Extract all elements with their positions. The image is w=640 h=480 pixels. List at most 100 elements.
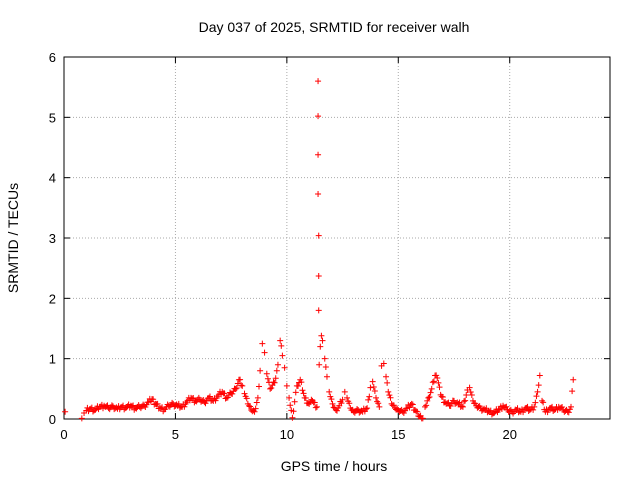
data-point [461, 398, 468, 405]
data-point [274, 361, 281, 368]
data-point [373, 394, 379, 401]
data-point [447, 402, 454, 409]
data-point [371, 388, 378, 395]
data-point [181, 403, 188, 410]
data-point [292, 389, 299, 396]
y-tick-label: 3 [49, 231, 56, 246]
data-point [463, 391, 470, 398]
data-point [338, 400, 345, 407]
data-point [290, 408, 297, 415]
data-point [414, 408, 421, 415]
data-point [532, 399, 539, 406]
data-point [531, 403, 538, 410]
data-point [92, 406, 99, 413]
data-point [312, 404, 319, 411]
data-point [376, 403, 383, 410]
x-tick-label: 5 [172, 427, 179, 442]
data-point [530, 406, 537, 413]
outlier-point [315, 273, 322, 280]
data-point [385, 388, 392, 395]
x-tick-label: 15 [391, 427, 405, 442]
data-point [536, 372, 543, 379]
data-point [316, 361, 323, 368]
data-point [491, 409, 498, 416]
data-point [445, 399, 452, 406]
data-point [466, 384, 473, 391]
data-point [386, 392, 393, 399]
data-point [354, 405, 361, 412]
data-point [435, 379, 442, 386]
data-point [559, 404, 566, 411]
outlier-point [315, 151, 322, 158]
data-point [329, 400, 336, 407]
data-point [277, 337, 284, 344]
data-point [344, 394, 351, 401]
data-point [334, 407, 340, 414]
data-point [256, 383, 262, 390]
data-point [247, 403, 254, 410]
data-point [533, 393, 540, 400]
data-point [253, 399, 260, 406]
data-point [78, 415, 85, 422]
data-point [281, 364, 288, 371]
y-tick-label: 4 [49, 171, 56, 186]
data-point [224, 394, 231, 401]
data-point [154, 400, 161, 407]
outlier-point [315, 78, 322, 85]
data-point [239, 382, 246, 389]
data-point [128, 403, 135, 410]
data-point [423, 402, 430, 409]
data-point [390, 402, 397, 409]
data-point [384, 379, 391, 386]
data-point [387, 394, 394, 401]
data-point [233, 384, 240, 391]
data-point [394, 405, 401, 412]
outlier-point [315, 190, 322, 197]
data-point [540, 399, 547, 406]
data-point [425, 394, 432, 401]
data-point [279, 352, 286, 359]
data-point [302, 394, 309, 401]
data-point [271, 379, 278, 386]
data-point [426, 394, 433, 401]
data-point [328, 396, 335, 403]
data-point [326, 388, 333, 395]
data-point [317, 343, 324, 350]
data-point [232, 385, 239, 392]
data-point [424, 397, 431, 404]
data-point [108, 402, 115, 409]
data-point [362, 406, 369, 413]
data-point [243, 395, 250, 402]
data-point [257, 367, 264, 374]
data-point [433, 372, 440, 379]
data-point [535, 382, 542, 389]
data-point [212, 397, 219, 404]
data-point [539, 397, 546, 404]
x-tick-label: 20 [502, 427, 516, 442]
data-point [427, 389, 434, 396]
data-point [241, 390, 248, 397]
data-point [289, 414, 296, 421]
data-points [62, 78, 577, 422]
outlier-point [315, 113, 322, 120]
data-point [313, 403, 320, 410]
data-point [374, 398, 381, 405]
data-point [318, 332, 325, 339]
data-point [364, 405, 371, 412]
data-point [264, 375, 271, 382]
data-point [259, 340, 266, 347]
data-point [62, 408, 69, 415]
data-point [365, 396, 372, 403]
outlier-point [315, 307, 322, 314]
data-point [311, 399, 318, 406]
data-point [254, 394, 261, 401]
data-point [456, 399, 463, 406]
y-tick-label: 0 [49, 412, 56, 427]
data-point [434, 374, 441, 381]
data-point [369, 378, 376, 385]
data-point [523, 404, 530, 411]
data-point [568, 403, 574, 410]
data-point [458, 403, 465, 410]
data-point [339, 396, 346, 403]
data-point [238, 382, 245, 389]
